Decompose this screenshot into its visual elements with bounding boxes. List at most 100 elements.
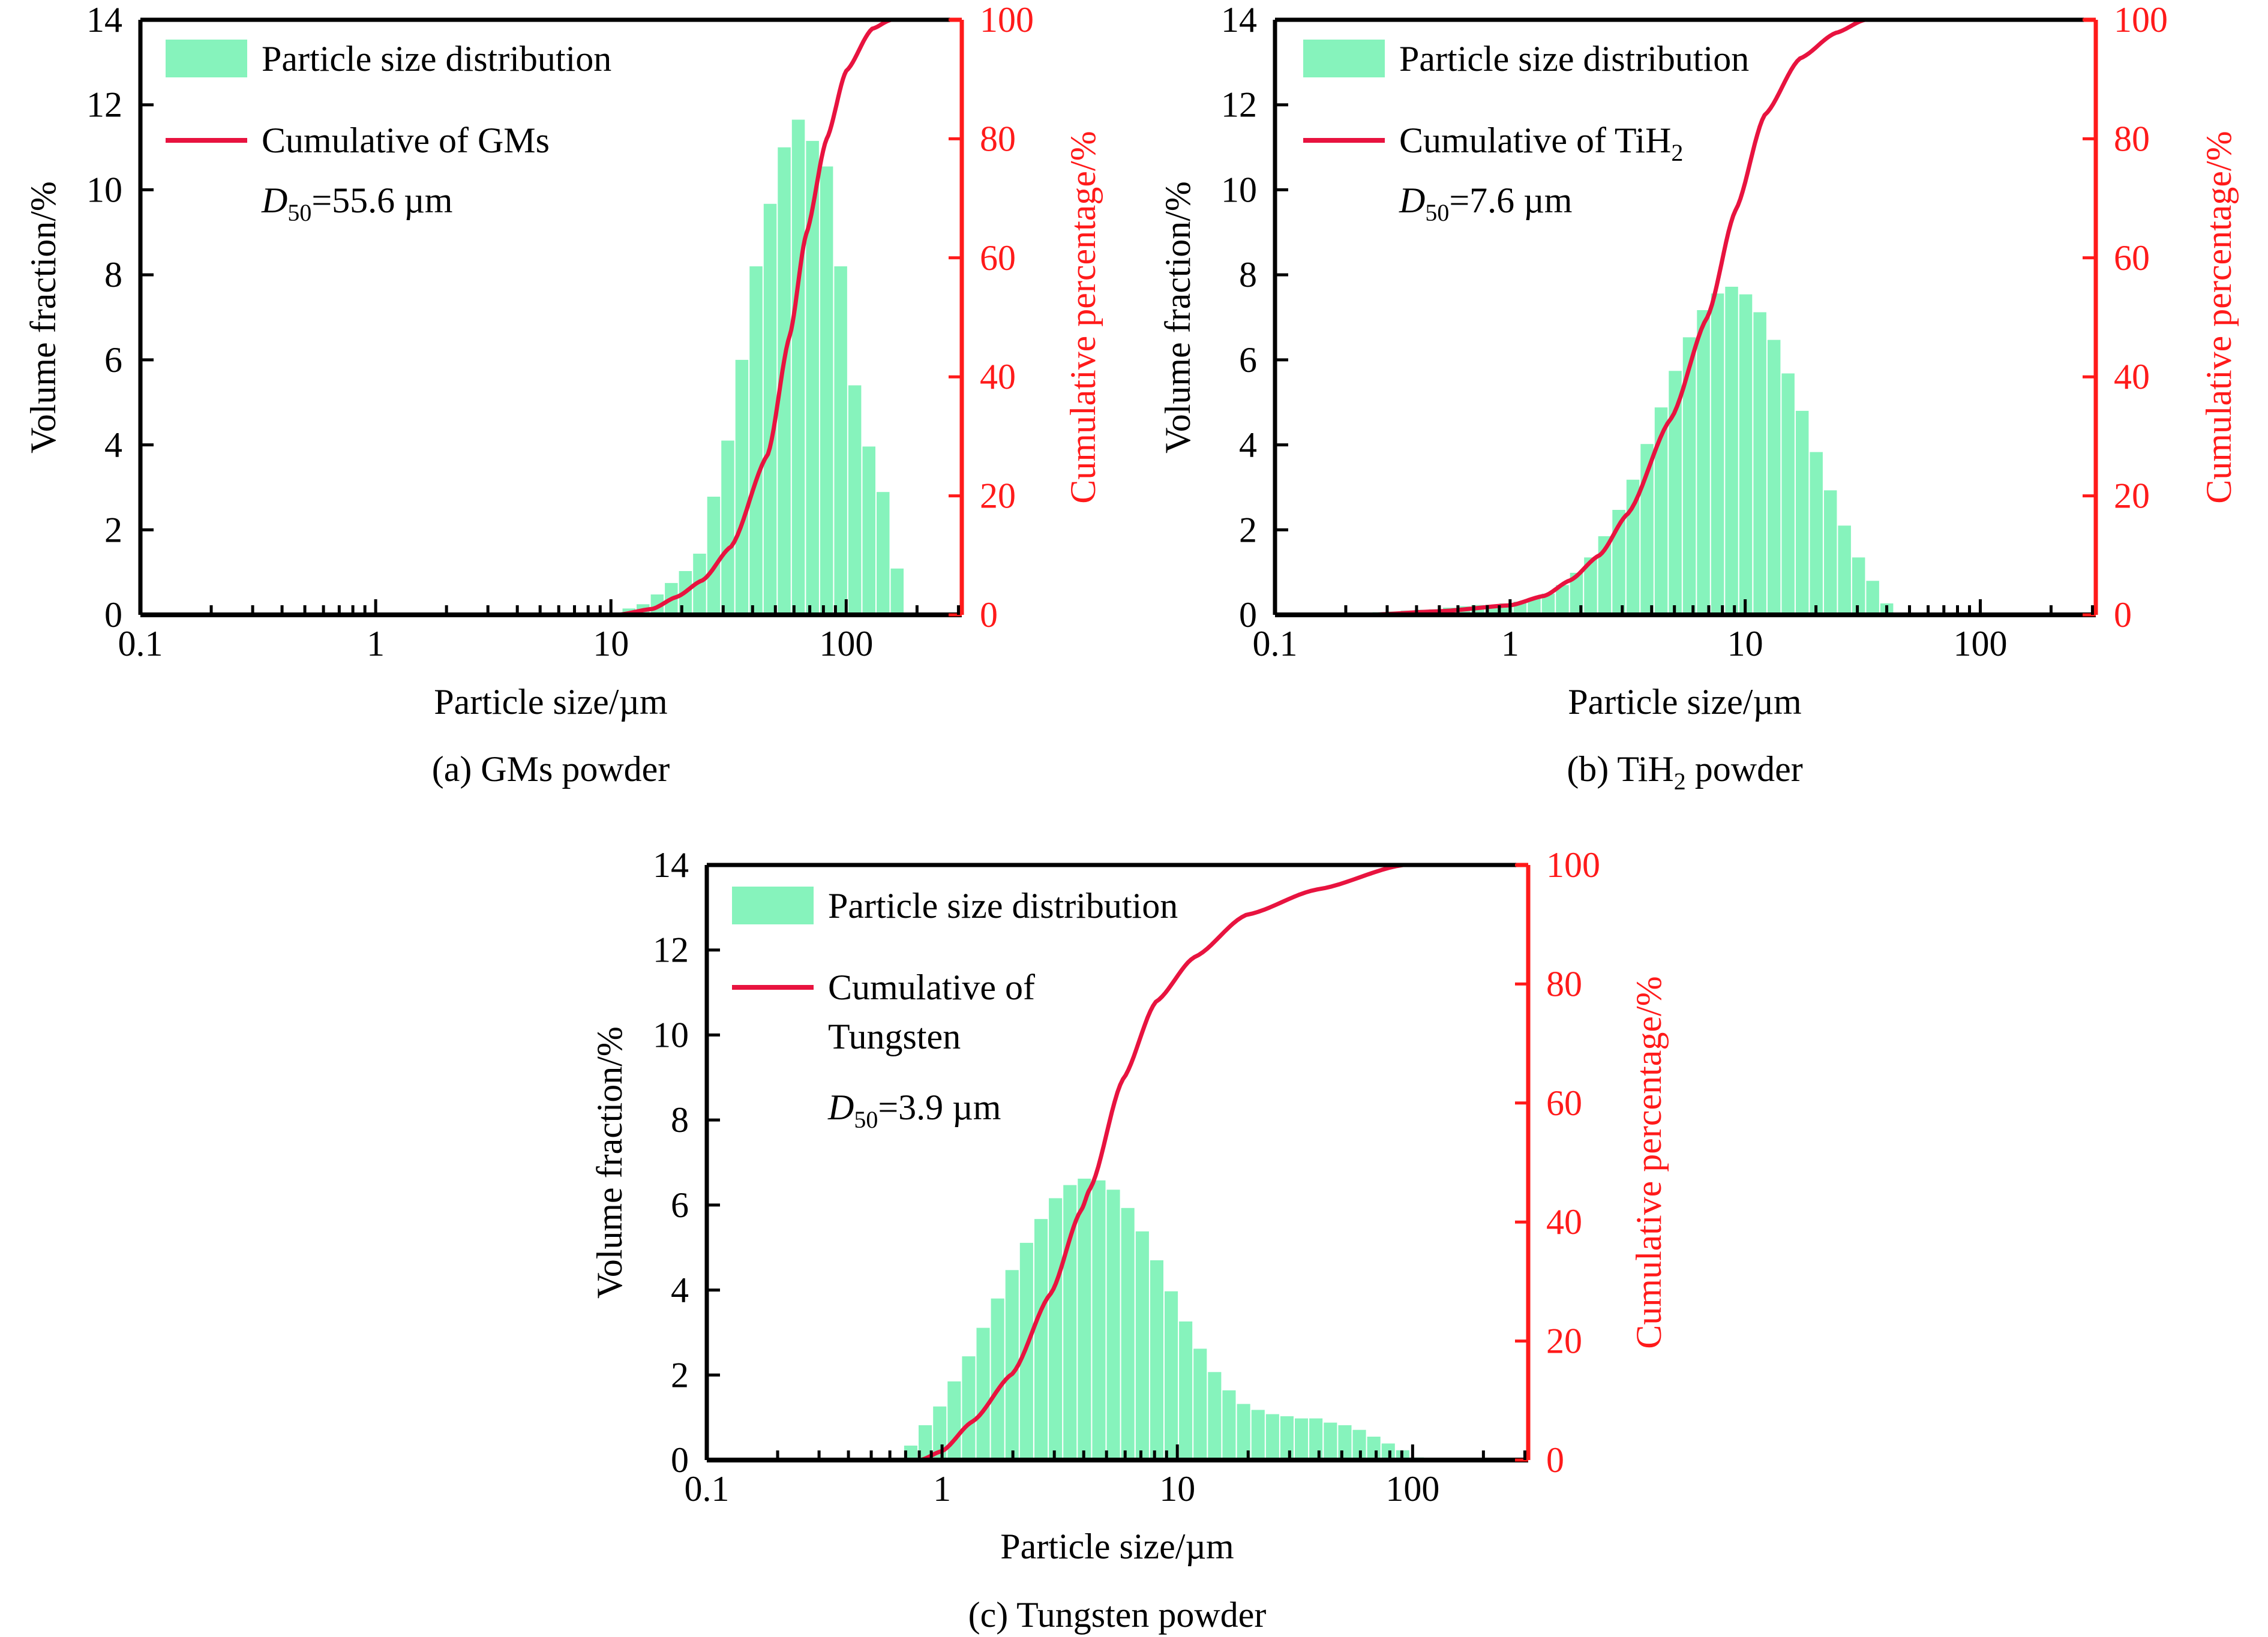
- caption-main: (b) TiH: [1567, 749, 1673, 789]
- y-tick-label: 0: [1239, 595, 1257, 635]
- histogram-bar: [1866, 581, 1879, 615]
- y2-tick-label: 60: [980, 238, 1016, 278]
- x-tick-label: 100: [1385, 1469, 1439, 1509]
- x-tick-label: 10: [1727, 624, 1763, 663]
- histogram-bar: [1295, 1418, 1309, 1460]
- histogram-bar: [1352, 1429, 1366, 1460]
- y-tick-label: 6: [671, 1185, 689, 1225]
- histogram-bar: [1669, 371, 1682, 615]
- histogram-bar: [820, 166, 833, 615]
- y2-tick-label: 60: [1546, 1083, 1582, 1123]
- panel-caption: (c) Tungsten powder: [968, 1595, 1267, 1635]
- histogram-bar: [806, 140, 819, 615]
- y-tick-label: 14: [1221, 0, 1257, 40]
- histogram-bar: [1367, 1437, 1381, 1460]
- axes: [138, 17, 964, 617]
- histogram-bar: [1753, 312, 1766, 615]
- y-axis-title: Volume fraction/%: [1158, 181, 1198, 453]
- y-tick-label: 2: [671, 1355, 689, 1395]
- y2-tick-label: 0: [2114, 595, 2132, 635]
- histogram-bar: [778, 147, 791, 615]
- d50-annotation: D50=3.9 µm: [827, 1088, 1001, 1133]
- histogram-bar: [1682, 337, 1696, 615]
- histogram-bar: [791, 119, 805, 615]
- histogram-bar: [1654, 407, 1668, 615]
- y2-tick-label: 100: [980, 0, 1034, 40]
- histogram-bar: [1179, 1321, 1193, 1460]
- axes: [1273, 17, 2098, 617]
- legend: Particle size distribution Cumulative of …: [166, 39, 611, 226]
- x-tick-label: 1: [1501, 624, 1519, 663]
- histogram-bar: [693, 554, 706, 615]
- histogram-bar: [1005, 1270, 1019, 1460]
- x-tick-label: 0.1: [118, 624, 163, 663]
- legend: Particle size distribution Cumulative of …: [1303, 39, 1749, 226]
- y2-tick-label: 0: [1546, 1440, 1564, 1480]
- histogram-bar: [1612, 510, 1625, 615]
- histogram-bar: [1265, 1414, 1279, 1460]
- histogram-bar: [1208, 1372, 1222, 1460]
- histogram-bar: [1049, 1198, 1063, 1460]
- histogram-bar: [1823, 490, 1837, 615]
- cumulative-curve: [140, 17, 962, 617]
- legend-label-bars: Particle size distribution: [262, 39, 611, 79]
- histogram-bar: [1078, 1178, 1091, 1460]
- histogram-bar: [1725, 287, 1738, 615]
- legend-label-curve: Cumulative of GMs: [262, 121, 550, 160]
- x-tick-label: 100: [1953, 624, 2007, 663]
- histogram-bar: [1193, 1348, 1207, 1460]
- y2-tick-label: 80: [980, 119, 1016, 158]
- panel-c-tungsten: 0.1 1 10 100 0 2 4 6 8 10 12 14 0 20 40 60 80 100 Volume …: [590, 845, 1669, 1635]
- y-tick-label: 10: [86, 170, 122, 209]
- y-tick-label: 2: [104, 510, 122, 549]
- d50-symbol: D: [827, 1088, 854, 1127]
- histogram-bar: [1280, 1416, 1294, 1460]
- histogram-bar: [834, 266, 847, 615]
- histogram-bar: [1852, 557, 1865, 615]
- legend-label-curve-main: Cumulative of GMs: [262, 121, 550, 160]
- histogram-bar: [947, 1381, 961, 1460]
- histogram-bar: [1570, 572, 1583, 615]
- y-tick-label: 8: [104, 255, 122, 295]
- y-tick-label: 10: [1221, 170, 1257, 209]
- histogram-bar: [1781, 373, 1795, 615]
- histogram-bar: [919, 1425, 932, 1460]
- histogram-bar: [1381, 1443, 1395, 1460]
- legend-swatch-bars: [1303, 40, 1385, 77]
- y-tick-label: 12: [86, 85, 122, 125]
- y-tick-label: 8: [671, 1100, 689, 1140]
- histogram-bar: [1034, 1219, 1048, 1460]
- legend-swatch-bars: [166, 40, 247, 77]
- y2-axis-title: Cumulative percentage/%: [1063, 131, 1103, 503]
- histogram-bar: [1338, 1425, 1352, 1460]
- histogram-bar: [721, 440, 734, 615]
- y2-tick-label: 40: [1546, 1202, 1582, 1242]
- histogram-bar: [707, 497, 721, 615]
- x-tick-label: 0.1: [1253, 624, 1298, 663]
- y-tick-label: 14: [653, 845, 689, 885]
- histogram-bar: [1309, 1418, 1323, 1460]
- histogram-bar: [848, 385, 862, 615]
- histogram-bar: [1767, 340, 1781, 615]
- histogram-bar: [735, 359, 749, 615]
- histogram-bar: [1165, 1291, 1178, 1460]
- y-axis-title: Volume fraction/%: [23, 181, 63, 453]
- x-axis-title: Particle size/µm: [434, 682, 667, 722]
- caption-tail: powder: [1686, 749, 1803, 789]
- histogram-bar: [1106, 1190, 1120, 1460]
- tick-labels: 0.1 1 10 100 0 2 4 6 8 10 12 14 0 20 40 60 80 100: [86, 0, 1034, 663]
- d50-subscript: 50: [287, 199, 311, 226]
- histogram-bar: [1711, 293, 1724, 615]
- histogram-bar: [1251, 1410, 1265, 1460]
- panel-caption: (a) GMs powder: [432, 749, 670, 789]
- y2-tick-label: 40: [980, 357, 1016, 397]
- y-tick-label: 12: [1221, 85, 1257, 125]
- y2-tick-label: 20: [1546, 1321, 1582, 1361]
- y-tick-label: 8: [1239, 255, 1257, 295]
- y-tick-label: 6: [104, 340, 122, 380]
- d50-value: =3.9 µm: [878, 1088, 1001, 1127]
- d50-value: =7.6 µm: [1449, 181, 1572, 220]
- d50-annotation: D50=55.6 µm: [261, 181, 452, 226]
- histogram-bar: [862, 446, 875, 615]
